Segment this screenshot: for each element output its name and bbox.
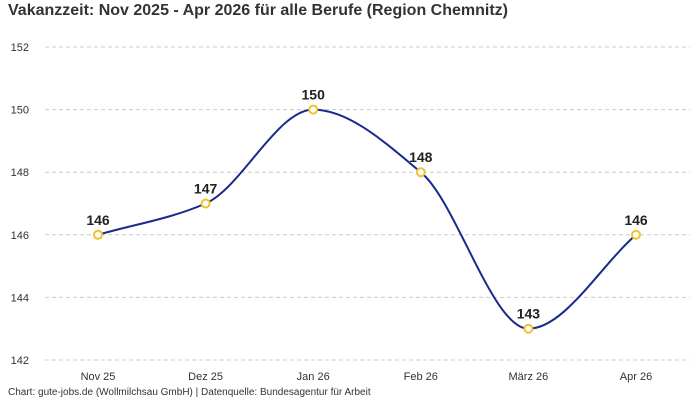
x-tick-label: Feb 26 (404, 371, 438, 383)
y-tick-label: 146 (11, 230, 29, 242)
y-tick-label: 152 (11, 42, 29, 54)
chart-title: Vakanzzeit: Nov 2025 - Apr 2026 für alle… (8, 2, 508, 19)
chart-credit: Chart: gute-jobs.de (Wollmilchsau GmbH) … (8, 387, 371, 398)
data-label: 146 (86, 212, 110, 228)
data-label: 148 (409, 149, 433, 165)
data-label: 146 (624, 212, 648, 228)
x-tick-label: März 26 (509, 371, 549, 383)
data-label: 147 (194, 181, 218, 197)
data-point[interactable] (200, 198, 211, 209)
data-label: 143 (517, 306, 541, 322)
y-axis: 142 144 146 148 150 152 (11, 42, 29, 367)
data-label-layer: 146 147 150 148 143 146 (86, 87, 648, 322)
series-layer (93, 104, 641, 334)
series-line (97, 108, 637, 330)
data-point[interactable] (523, 323, 534, 334)
x-axis: Nov 25 Dez 25 Jan 26 Feb 26 März 26 Apr 26 (81, 371, 653, 383)
y-tick-label: 142 (11, 355, 29, 367)
x-tick-label: Nov 25 (81, 371, 116, 383)
data-point[interactable] (93, 229, 103, 240)
x-tick-label: Dez 25 (188, 371, 223, 383)
y-tick-label: 148 (11, 167, 29, 179)
data-label: 150 (302, 87, 326, 103)
data-point[interactable] (631, 229, 641, 240)
data-point[interactable] (415, 167, 426, 178)
x-tick-label: Jan 26 (297, 371, 330, 383)
data-point[interactable] (308, 104, 319, 115)
grid-layer (45, 46, 690, 361)
y-tick-label: 150 (11, 105, 29, 117)
y-tick-label: 144 (11, 292, 29, 304)
x-tick-label: Apr 26 (620, 371, 652, 383)
